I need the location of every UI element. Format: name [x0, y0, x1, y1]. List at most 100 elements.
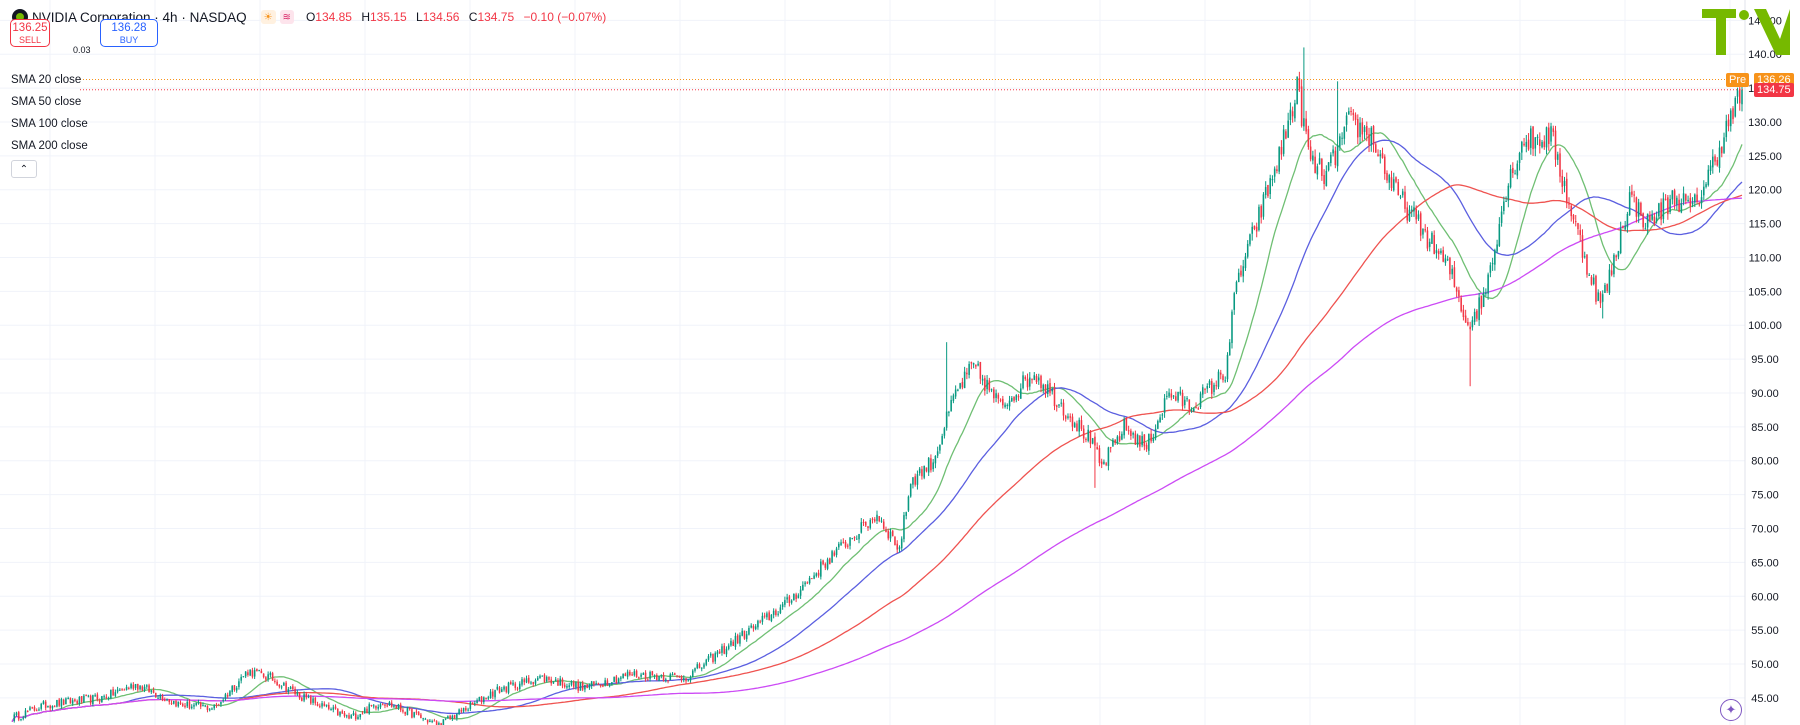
candle-body — [404, 711, 406, 715]
candle-body — [880, 520, 883, 522]
sell-button[interactable]: 136.25 SELL — [10, 19, 50, 47]
candle-body — [260, 670, 263, 674]
candle-body — [265, 677, 267, 680]
y-tick-label: 105.00 — [1748, 286, 1782, 298]
candle-body — [1552, 128, 1555, 132]
candle-body — [146, 685, 148, 687]
candle-body — [1253, 225, 1256, 230]
candle-body — [1386, 172, 1388, 181]
candle-body — [698, 664, 701, 669]
candle-body — [855, 538, 858, 540]
candle-body — [321, 703, 323, 707]
candle-body — [96, 694, 99, 700]
candle-body — [215, 704, 218, 706]
buy-button[interactable]: 136.28 BUY — [100, 19, 158, 47]
candle-body — [213, 705, 215, 709]
candle-body — [1206, 386, 1209, 389]
candle-body — [1514, 173, 1516, 175]
candle-body — [1305, 118, 1307, 132]
candle-body — [1273, 168, 1276, 177]
candle-body — [867, 526, 869, 528]
legend-sma-20[interactable]: SMA 20 close — [11, 74, 82, 86]
candle-body — [51, 705, 54, 709]
plus-icon: ✦ — [1725, 702, 1737, 717]
candle-body — [900, 538, 903, 549]
ohlc-values: O134.85 H135.15 L134.56 C134.75 −0.10 (−… — [305, 10, 607, 24]
candle-body — [889, 531, 892, 539]
candle-body — [1127, 430, 1130, 432]
candle-body — [959, 383, 961, 389]
candle-body — [1240, 270, 1242, 276]
candle-body — [887, 531, 890, 539]
candle-body — [1118, 436, 1121, 441]
candle-body — [303, 694, 305, 701]
candle-body — [1008, 400, 1011, 407]
candle-body — [793, 593, 795, 601]
candle-body — [1530, 128, 1532, 148]
legend-sma-200[interactable]: SMA 200 close — [11, 140, 88, 152]
candle-body — [1321, 159, 1323, 176]
candle-body — [723, 645, 726, 654]
candle-body — [620, 677, 622, 679]
candle-body — [453, 715, 456, 719]
candle-body — [579, 682, 582, 691]
symbol-title[interactable]: NVIDIA Corporation · 4h · NASDAQ — [32, 9, 247, 25]
candle-body — [745, 634, 748, 640]
candle-body — [1089, 430, 1092, 444]
sun-icon[interactable]: ☀ — [260, 10, 276, 24]
candle-body — [721, 646, 723, 653]
candle-body — [1105, 463, 1107, 465]
candle-body — [13, 714, 16, 721]
candle-body — [498, 687, 501, 693]
candle-body — [267, 674, 269, 679]
candle-body — [995, 393, 997, 398]
candle-body — [1642, 213, 1644, 228]
candle-body — [1112, 439, 1114, 447]
wave-icon[interactable]: ≋ — [279, 10, 294, 24]
candle-body — [1109, 447, 1112, 449]
candle-body — [896, 543, 899, 550]
candle-body — [1653, 216, 1656, 224]
candle-body — [1507, 185, 1510, 201]
legend-sma-50[interactable]: SMA 50 close — [11, 96, 82, 108]
candle-body — [310, 696, 312, 704]
candle-body — [42, 701, 45, 705]
y-tick-label: 140.00 — [1748, 49, 1782, 61]
candle-body — [1583, 256, 1586, 258]
candle-body — [226, 695, 229, 697]
sma-20-line — [11, 132, 1743, 723]
candle-body — [1649, 215, 1651, 222]
candle-body — [458, 709, 460, 715]
candle-body — [741, 630, 743, 636]
candle-body — [1300, 86, 1303, 126]
candle-body — [927, 457, 930, 473]
candle-body — [22, 717, 25, 719]
candle-body — [768, 612, 770, 620]
candle-body — [842, 541, 845, 543]
candle-body — [319, 705, 321, 707]
candle-body — [925, 467, 928, 472]
collapse-legend-button[interactable]: ⌃ — [11, 160, 37, 178]
y-tick-label: 115.00 — [1749, 219, 1782, 231]
candle-body — [1204, 389, 1206, 391]
candle-body — [685, 678, 687, 682]
candle-body — [287, 688, 290, 692]
candle-body — [905, 512, 907, 516]
candle-body — [662, 674, 665, 681]
candle-body — [1312, 155, 1314, 161]
candle-body — [779, 607, 782, 614]
candle-body — [548, 676, 550, 680]
candle-body — [1280, 146, 1283, 155]
candle-body — [993, 389, 995, 399]
last-price-tag: 134.75 — [1754, 82, 1794, 97]
add-alert-button[interactable]: ✦ — [1720, 699, 1742, 721]
candle-body — [1336, 145, 1339, 167]
candle-body — [438, 723, 440, 725]
candle-body — [590, 681, 593, 687]
candle-body — [930, 458, 932, 471]
legend-sma-100[interactable]: SMA 100 close — [11, 118, 88, 130]
candle-body — [1222, 375, 1224, 381]
candle-body — [1318, 158, 1321, 165]
candle-body — [1401, 191, 1404, 196]
